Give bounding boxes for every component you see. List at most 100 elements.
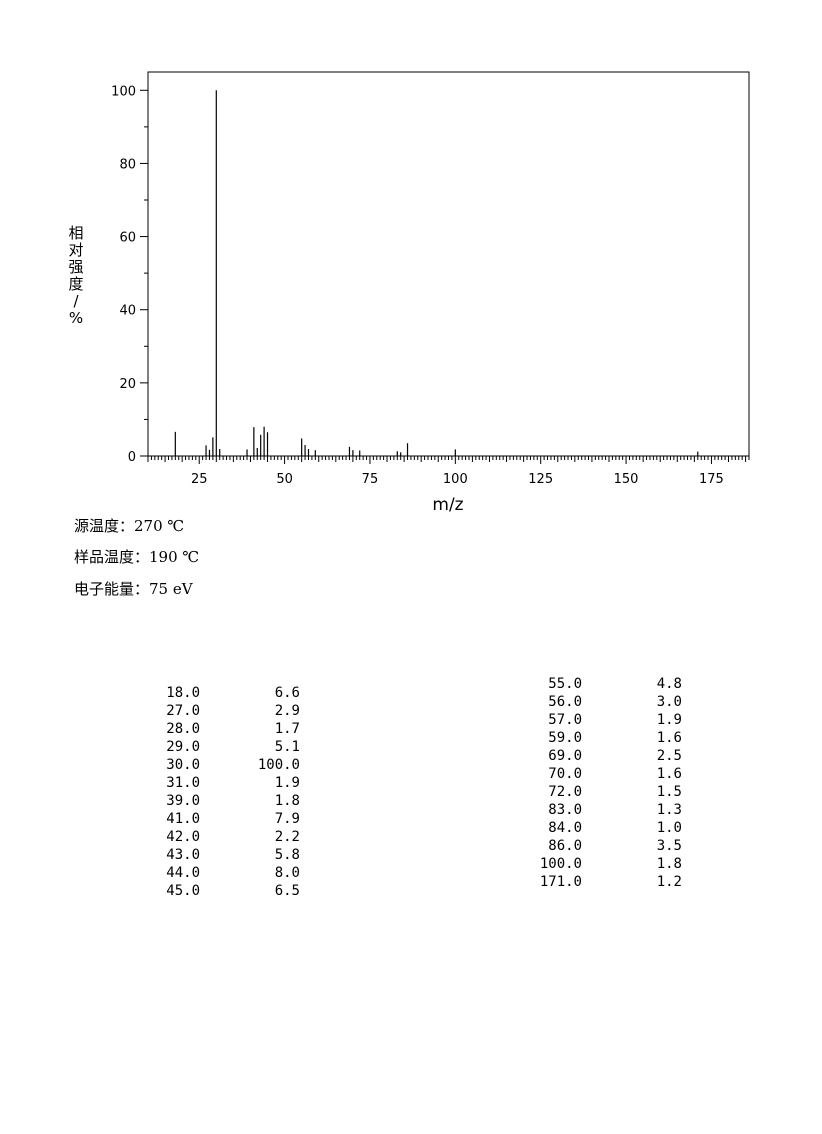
peak-mz: 29.0 xyxy=(166,739,200,755)
peak-intensity: 4.8 xyxy=(656,676,682,692)
peak-mz: 39.0 xyxy=(166,793,200,809)
y-axis-title-char: 度 xyxy=(68,275,83,293)
peak-mz: 18.0 xyxy=(166,685,200,701)
peak-mz: 57.0 xyxy=(548,712,582,728)
peak-intensity: 8.0 xyxy=(274,865,300,881)
peak-row: 45.0 6.5 xyxy=(130,882,300,900)
peak-intensity: 6.6 xyxy=(274,685,300,701)
peak-mz: 59.0 xyxy=(548,730,582,746)
peak-mz: 41.0 xyxy=(166,811,200,827)
peak-mz: 100.0 xyxy=(539,856,582,872)
x-tick-label: 150 xyxy=(614,472,639,487)
peak-mz: 171.0 xyxy=(539,874,582,890)
y-axis-title-char: 相 xyxy=(68,224,83,242)
peak-row: 57.0 1.9 xyxy=(512,711,682,729)
peak-row: 44.0 8.0 xyxy=(130,864,300,882)
peak-intensity: 6.5 xyxy=(274,883,300,899)
peak-mz: 56.0 xyxy=(548,694,582,710)
peak-table-right: 55.0 4.8 56.0 3.0 57.0 1.9 59.0 1.6 69.0 2.5 70.0 1… xyxy=(512,675,682,891)
peak-row: 83.0 1.3 xyxy=(512,801,682,819)
y-tick-label: 60 xyxy=(119,231,136,246)
electron-energy: 电子能量：75 eV xyxy=(74,580,193,598)
peak-row: 100.0 1.8 xyxy=(512,855,682,873)
y-axis-title-char: 强 xyxy=(68,258,83,276)
peak-mz: 31.0 xyxy=(166,775,200,791)
source-temperature: 源温度：270 ℃ xyxy=(74,517,185,535)
peak-mz: 44.0 xyxy=(166,865,200,881)
peak-intensity: 1.3 xyxy=(656,802,682,818)
peak-intensity: 1.8 xyxy=(656,856,682,872)
peak-intensity: 1.5 xyxy=(656,784,682,800)
peak-intensity: 3.5 xyxy=(656,838,682,854)
peak-mz: 55.0 xyxy=(548,676,582,692)
peak-row: 72.0 1.5 xyxy=(512,783,682,801)
peak-mz: 43.0 xyxy=(166,847,200,863)
peak-intensity: 1.6 xyxy=(656,766,682,782)
peak-intensity: 7.9 xyxy=(274,811,300,827)
x-tick-label: 100 xyxy=(443,472,468,487)
peak-row: 31.0 1.9 xyxy=(130,774,300,792)
peak-intensity: 1.9 xyxy=(656,712,682,728)
peak-intensity: 5.1 xyxy=(274,739,300,755)
peak-mz: 69.0 xyxy=(548,748,582,764)
peak-row: 28.0 1.7 xyxy=(130,720,300,738)
peak-intensity: 2.9 xyxy=(274,703,300,719)
peak-mz: 45.0 xyxy=(166,883,200,899)
peak-row: 41.0 7.9 xyxy=(130,810,300,828)
y-axis-title-char: / xyxy=(73,292,79,310)
x-tick-label: 175 xyxy=(699,472,724,487)
x-axis: 25 50 75 100 125 150 175 xyxy=(147,456,750,487)
peak-table-left: 18.0 6.6 27.0 2.9 28.0 1.7 29.0 5.1 30.0 100.0 31.… xyxy=(130,684,300,900)
y-tick-label: 40 xyxy=(119,304,136,319)
peak-row: 30.0 100.0 xyxy=(130,756,300,774)
peak-mz: 42.0 xyxy=(166,829,200,845)
peak-intensity: 100.0 xyxy=(257,757,300,773)
peak-intensity: 1.6 xyxy=(656,730,682,746)
peak-intensity: 3.0 xyxy=(656,694,682,710)
y-axis-title-char: % xyxy=(69,309,83,327)
spectrum-peaks xyxy=(174,90,699,456)
peak-intensity: 1.8 xyxy=(274,793,300,809)
x-tick-label: 25 xyxy=(191,472,208,487)
y-tick-label: 80 xyxy=(119,157,136,172)
x-tick-label: 75 xyxy=(362,472,379,487)
peak-row: 18.0 6.6 xyxy=(130,684,300,702)
peak-row: 70.0 1.6 xyxy=(512,765,682,783)
peak-row: 59.0 1.6 xyxy=(512,729,682,747)
peak-row: 42.0 2.2 xyxy=(130,828,300,846)
peak-row: 69.0 2.5 xyxy=(512,747,682,765)
peak-row: 171.0 1.2 xyxy=(512,873,682,891)
peak-row: 39.0 1.8 xyxy=(130,792,300,810)
peak-mz: 70.0 xyxy=(548,766,582,782)
peak-intensity: 5.8 xyxy=(274,847,300,863)
peak-mz: 86.0 xyxy=(548,838,582,854)
sample-temperature: 样品温度：190 ℃ xyxy=(74,548,200,566)
peak-intensity: 1.0 xyxy=(656,820,682,836)
peak-intensity: 2.2 xyxy=(274,829,300,845)
peak-row: 56.0 3.0 xyxy=(512,693,682,711)
peak-intensity: 2.5 xyxy=(656,748,682,764)
peak-mz: 84.0 xyxy=(548,820,582,836)
peak-row: 86.0 3.5 xyxy=(512,837,682,855)
peak-intensity: 1.2 xyxy=(656,874,682,890)
x-tick-label: 125 xyxy=(528,472,553,487)
mass-spectrum-chart: 0 20 40 60 80 100 25 50 75 100 125 150 175 m/z 相对强度… xyxy=(68,71,750,515)
peak-row: 84.0 1.0 xyxy=(512,819,682,837)
peak-row: 27.0 2.9 xyxy=(130,702,300,720)
x-axis-title: m/z xyxy=(432,495,463,515)
y-axis-title-char: 对 xyxy=(68,241,83,259)
peak-mz: 27.0 xyxy=(166,703,200,719)
peak-intensity: 1.7 xyxy=(274,721,300,737)
y-tick-label: 100 xyxy=(111,84,136,99)
peak-mz: 28.0 xyxy=(166,721,200,737)
y-tick-label: 20 xyxy=(119,377,136,392)
y-tick-label: 0 xyxy=(128,450,136,465)
peak-row: 55.0 4.8 xyxy=(512,675,682,693)
peak-mz: 72.0 xyxy=(548,784,582,800)
plot-frame xyxy=(147,71,750,457)
peak-intensity: 1.9 xyxy=(274,775,300,791)
peak-mz: 30.0 xyxy=(166,757,200,773)
peak-row: 43.0 5.8 xyxy=(130,846,300,864)
peak-mz: 83.0 xyxy=(548,802,582,818)
peak-row: 29.0 5.1 xyxy=(130,738,300,756)
